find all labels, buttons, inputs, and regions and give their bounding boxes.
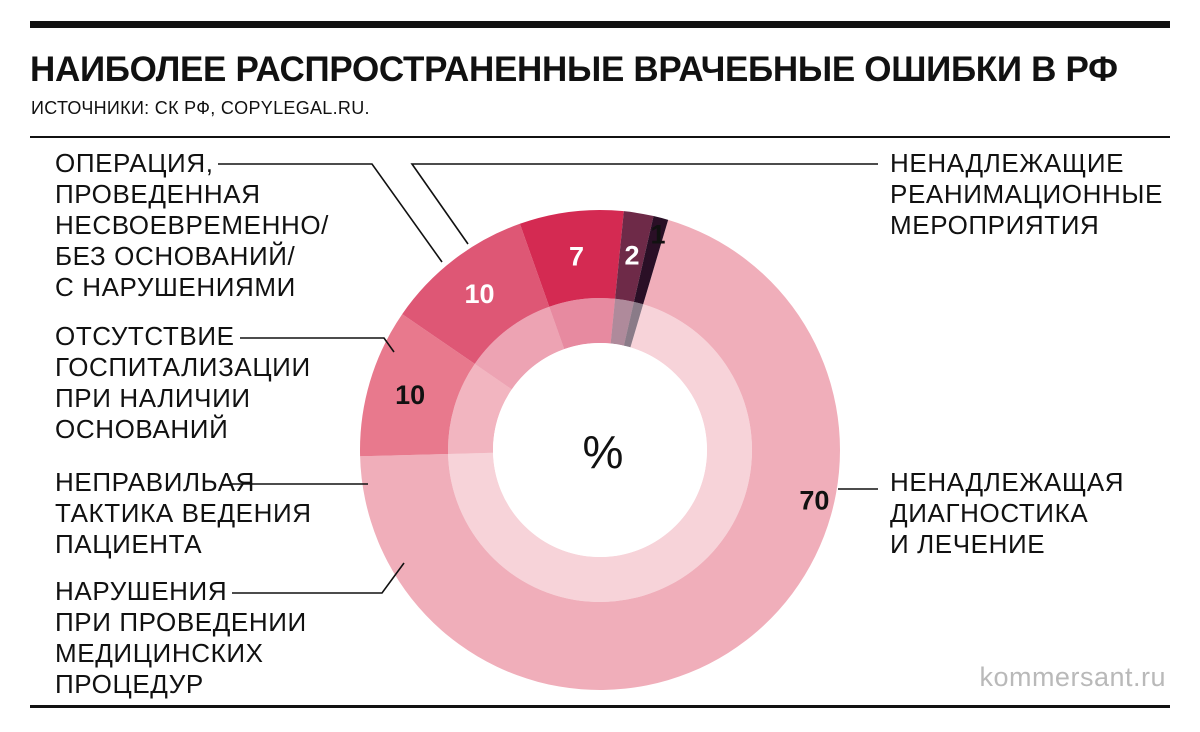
- slice-outer-6: [633, 216, 669, 305]
- slice-outer-4: [519, 210, 624, 307]
- leader-line-4: [240, 337, 395, 353]
- leader-lines: [218, 163, 878, 594]
- value-label-5: 2: [624, 241, 639, 271]
- watermark: kommersant.ru: [979, 662, 1166, 692]
- category-label-3: НЕПРАВИЛЬАЯ ТАКТИКА ВЕДЕНИЯ ПАЦИЕНТА: [55, 467, 312, 559]
- center-percent-label: %: [583, 426, 624, 478]
- donut-outer-ring: [360, 210, 841, 690]
- slice-outer-1: [360, 219, 841, 690]
- category-labels: НЕНАДЛЕЖАЩАЯ ДИАГНОСТИКА И ЛЕЧЕНИЕ НАРУШЕНИ…: [55, 148, 1163, 699]
- value-label-2: 10: [395, 380, 425, 410]
- donut-inner-ring: [448, 298, 753, 602]
- slice-outer-2: [360, 314, 475, 457]
- donut-hole: [493, 343, 707, 557]
- header-divider: [30, 136, 1170, 138]
- leader-line-5: [218, 163, 443, 263]
- leader-line-6: [410, 163, 878, 245]
- source-note: ИСТОЧНИКИ: СК РФ, COPYLEGAL.RU.: [31, 98, 370, 118]
- slice-inner-2: [448, 363, 512, 454]
- slice-outer-3: [402, 223, 550, 364]
- bottom-rule: [30, 705, 1170, 708]
- slice-inner-6: [623, 301, 644, 348]
- leader-line-2: [232, 562, 405, 594]
- category-label-5: ОПЕРАЦИЯ, ПРОВЕДЕННАЯ НЕСВОЕВРЕМЕННО/БЕЗ О…: [55, 148, 329, 302]
- top-rule: [30, 21, 1170, 28]
- category-label-1: НЕНАДЛЕЖАЩАЯ ДИАГНОСТИКА И ЛЕЧЕНИЕ: [890, 467, 1124, 559]
- value-label-6: 1: [650, 220, 665, 250]
- slice-inner-5: [610, 298, 634, 346]
- category-label-4: ОТСУТСТВИЕ ГОСПИТАЛИЗАЦИИ ПРИ НАЛИЧИИ ОСНОВ…: [55, 321, 311, 444]
- value-label-1: 70: [799, 485, 829, 515]
- category-label-6: НЕНАДЛЕЖАЩИЕ РЕАНИМАЦИОННЫЕ МЕРОПРИЯТИЯ: [890, 148, 1163, 240]
- slice-inner-1: [448, 304, 753, 602]
- chart-title: НАИБОЛЕЕ РАСПРОСТРАНЕННЫЕ ВРАЧЕБНЫЕ ОШИБ…: [30, 50, 1118, 89]
- value-label-3: 10: [464, 279, 494, 309]
- category-label-2: НАРУШЕНИЯ ПРИ ПРОВЕДЕНИИ МЕДИЦИНСКИХ ПРОЦЕД…: [55, 576, 307, 699]
- value-label-4: 7: [569, 241, 584, 271]
- slice-outer-5: [615, 211, 654, 302]
- value-labels: 70 10 10 7 21: [395, 220, 829, 516]
- slice-inner-4: [549, 298, 616, 350]
- slice-inner-3: [474, 306, 565, 390]
